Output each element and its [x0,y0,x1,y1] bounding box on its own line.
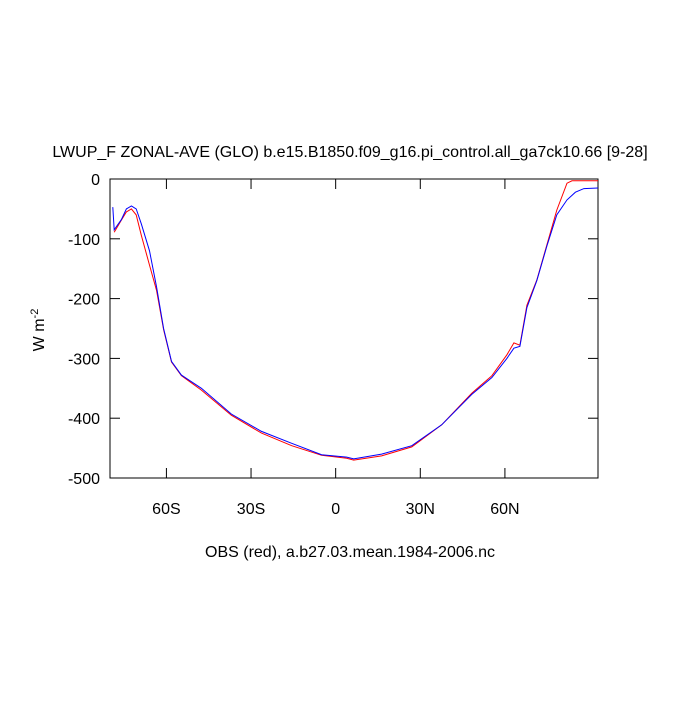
y-axis-label-base: W m [31,318,48,351]
y-tick-label: -500 [68,471,100,488]
data-line [113,180,598,461]
y-axis-label-sup: -2 [29,309,41,319]
x-tick-label: 30S [237,501,265,518]
y-tick-label: -100 [68,232,100,249]
y-tick-label: 0 [91,172,100,189]
data-line [112,187,599,460]
chart-title: LWUP_F ZONAL-AVE (GLO) b.e15.B1850.f09_g… [52,144,647,161]
y-axis-label: W m-2 [29,309,48,352]
y-tick-label: -300 [68,351,100,368]
plot-frame [109,178,599,479]
x-axis-label: OBS (red), a.b27.03.mean.1984-2006.nc [205,544,495,561]
x-tick-label: 0 [331,501,340,518]
x-tick-label: 30N [406,501,435,518]
x-tick-label: 60S [152,501,180,518]
y-tick-label: -200 [68,292,100,309]
y-tick-label: -400 [68,411,100,428]
x-tick-label: 60N [490,501,519,518]
